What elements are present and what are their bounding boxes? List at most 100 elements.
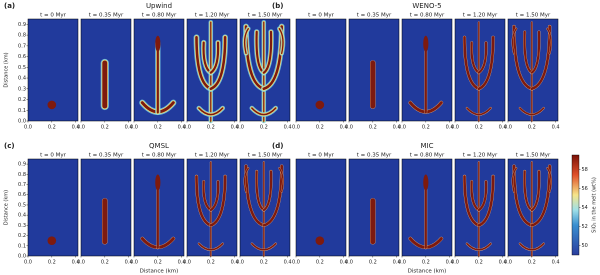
y-tick-label: 0.8 (18, 172, 26, 178)
melt-core (511, 28, 517, 55)
x-tick-label: 0.0 (504, 260, 512, 266)
melt-core (519, 107, 545, 116)
time-label: t = 0 Myr (40, 13, 67, 19)
panel-title: WENO-5 (412, 2, 441, 10)
x-tick-label: 0.2 (316, 260, 324, 266)
melt-core (202, 180, 212, 212)
time-label: t = 0.80 Myr (142, 13, 177, 19)
y-tick-label: 0.6 (18, 192, 26, 198)
y-tick-label: 0.2 (18, 233, 26, 239)
x-tick-label: 0.0 (130, 125, 138, 131)
melt-core (195, 175, 213, 227)
x-tick-label: 0.2 (260, 260, 268, 266)
melt-core (523, 30, 533, 74)
melt-field (462, 21, 495, 122)
panel-label: (a) (4, 2, 15, 10)
x-tick-label: 0.0 (398, 125, 406, 131)
x-tick-label: 0.2 (154, 260, 162, 266)
panel-title: QMSL (149, 142, 169, 150)
melt-core (477, 41, 488, 74)
time-label: t = 0.35 Myr (357, 13, 392, 19)
melt-core (512, 25, 534, 91)
x-tick-label: 0.2 (475, 125, 483, 131)
melt-core (244, 164, 266, 227)
y-tick-label: 0.5 (18, 65, 26, 71)
melt-field (315, 100, 325, 110)
melt-core (243, 167, 249, 193)
x-tick-label: 0.2 (369, 260, 377, 266)
x-tick-label: 0.0 (77, 260, 85, 266)
x-tick-label: 0.2 (369, 125, 377, 131)
melt-core (466, 107, 492, 116)
y-tick-label: 0.1 (18, 243, 26, 249)
colorbar-tick-label: 52 (582, 224, 588, 230)
y-tick-label: 0.5 (18, 202, 26, 208)
melt-field (193, 19, 228, 124)
melt-core (511, 167, 517, 193)
time-label: t = 0.80 Myr (410, 153, 445, 159)
time-label: t = 1.20 Myr (463, 13, 498, 19)
melt-field (408, 174, 444, 250)
colorbar-label: SiO₂ in the melt (wt%) (592, 177, 598, 233)
x-tick-label: 0.0 (183, 260, 191, 266)
melt-core (209, 41, 220, 74)
x-tick-label: 0.4 (125, 125, 133, 131)
y-tick-label: 0.3 (18, 86, 26, 92)
melt-blob (315, 236, 325, 245)
melt-core (477, 180, 488, 212)
melt-field (139, 35, 177, 116)
panel-label: (d) (272, 142, 283, 150)
time-label: t = 1.20 Myr (195, 13, 230, 19)
panel-title: Upwind (146, 2, 172, 10)
x-tick-label: 0.0 (292, 260, 300, 266)
time-label: t = 0.35 Myr (357, 153, 392, 159)
melt-core (546, 167, 552, 193)
x-tick-label: 0.2 (48, 260, 56, 266)
time-label: t = 1.50 Myr (516, 13, 551, 19)
panel-label: (b) (272, 2, 283, 10)
y-tick-label: 0.9 (18, 162, 26, 168)
melt-field (194, 161, 227, 257)
melt-blob (47, 236, 57, 245)
x-tick-label: 0.2 (528, 125, 536, 131)
melt-core (278, 28, 284, 55)
y-tick-label: 0.4 (18, 213, 26, 219)
x-tick-label: 0.4 (393, 125, 401, 131)
x-tick-label: 0.2 (422, 125, 430, 131)
x-tick-label: 0.4 (552, 260, 560, 266)
melt-field (511, 161, 553, 257)
x-axis-label: Distance (km) (140, 269, 179, 275)
y-tick-label: 0.0 (18, 119, 26, 125)
melt-core (209, 175, 227, 227)
x-tick-label: 0.0 (451, 260, 459, 266)
time-label: t = 0.35 Myr (89, 153, 124, 159)
x-tick-label: 0.4 (231, 125, 239, 131)
x-tick-label: 0.4 (499, 260, 507, 266)
x-tick-label: 0.4 (446, 260, 454, 266)
x-tick-label: 0.0 (451, 125, 459, 131)
melt-core (251, 242, 277, 251)
x-tick-label: 0.2 (475, 260, 483, 266)
x-tick-label: 0.2 (101, 125, 109, 131)
melt-core (477, 175, 495, 227)
y-tick-label: 0.1 (18, 108, 26, 114)
colorbar (571, 154, 580, 256)
x-tick-label: 0.2 (207, 260, 215, 266)
melt-core (546, 28, 552, 55)
melt-core (466, 242, 492, 251)
x-tick-label: 0.0 (345, 125, 353, 131)
melt-core (262, 30, 273, 74)
y-axis-label: Distance (km) (4, 190, 10, 225)
melt-field (242, 19, 286, 124)
melt-core (198, 107, 224, 116)
melt-core (251, 107, 277, 116)
colorbar-tick-label: 58 (582, 167, 588, 173)
melt-head (155, 35, 161, 52)
x-tick-label: 0.0 (77, 125, 85, 131)
melt-core (470, 180, 480, 212)
melt-core (512, 164, 534, 227)
x-tick-label: 0.4 (178, 125, 186, 131)
x-tick-label: 0.2 (316, 125, 324, 131)
time-label: t = 0.80 Myr (142, 153, 177, 159)
